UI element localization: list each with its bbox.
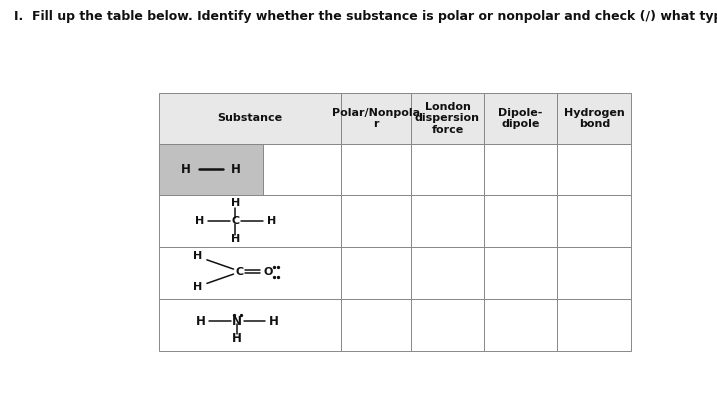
Text: Dipole-
dipole: Dipole- dipole — [498, 108, 543, 129]
Text: H: H — [231, 163, 241, 176]
Text: O: O — [263, 267, 272, 276]
Bar — [484, 143, 557, 195]
Bar — [484, 299, 557, 351]
Text: I.  Fill up the table below. Identify whether the substance is polar or nonpolar: I. Fill up the table below. Identify whe… — [14, 10, 717, 23]
Bar — [159, 93, 341, 143]
Text: H: H — [181, 163, 191, 176]
Text: H: H — [195, 216, 204, 226]
Bar — [484, 247, 557, 299]
Text: Polar/Nonpola
r: Polar/Nonpola r — [332, 108, 420, 129]
Bar — [557, 143, 632, 195]
Bar — [557, 247, 632, 299]
Text: London
dispersion
force: London dispersion force — [415, 102, 480, 135]
Bar — [159, 143, 262, 195]
Text: H: H — [196, 315, 206, 328]
Text: H: H — [268, 315, 278, 328]
Bar — [411, 143, 484, 195]
Bar — [159, 143, 341, 195]
Bar — [341, 195, 411, 247]
Bar — [341, 299, 411, 351]
Bar — [341, 247, 411, 299]
Bar — [411, 93, 484, 143]
Bar — [557, 195, 632, 247]
Bar — [262, 143, 341, 195]
Bar — [411, 195, 484, 247]
Text: C: C — [232, 216, 239, 226]
Text: H: H — [267, 216, 276, 226]
Bar — [159, 195, 341, 247]
Bar — [341, 143, 411, 195]
Bar — [159, 299, 341, 351]
Text: N: N — [232, 315, 242, 328]
Text: C: C — [235, 267, 243, 276]
Text: H: H — [231, 198, 240, 208]
Bar — [484, 195, 557, 247]
Bar — [484, 93, 557, 143]
Text: H: H — [193, 251, 202, 261]
Text: Substance: Substance — [217, 114, 282, 123]
Text: H: H — [193, 282, 202, 292]
Bar — [557, 299, 632, 351]
Text: Hydrogen
bond: Hydrogen bond — [564, 108, 625, 129]
Bar — [411, 299, 484, 351]
Bar — [557, 93, 632, 143]
Text: H: H — [232, 332, 242, 345]
Bar — [341, 93, 411, 143]
Bar — [411, 247, 484, 299]
Text: H: H — [231, 234, 240, 244]
Bar — [159, 247, 341, 299]
